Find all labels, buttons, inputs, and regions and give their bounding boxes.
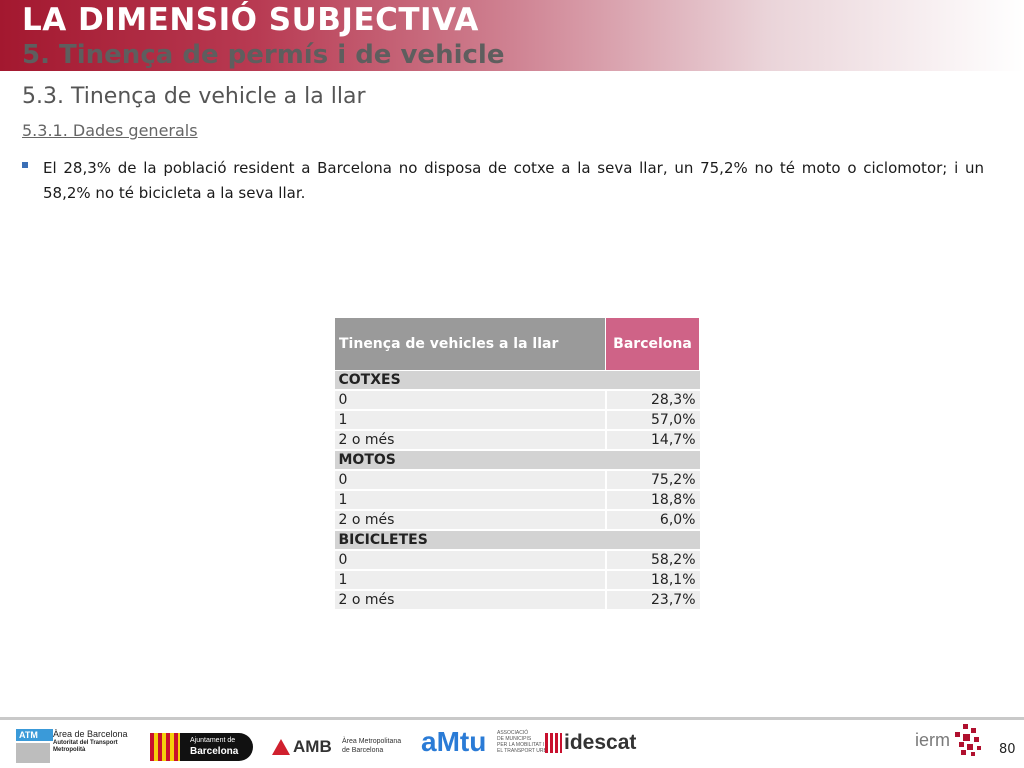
amb-triangle-icon [272,739,290,755]
row-label: 1 [334,410,606,431]
table-header-row: Tinença de vehicles a la llar Barcelona [334,317,700,371]
row-value: 75,2% [604,470,700,491]
table-row: 2 o més 14,7% [334,430,700,451]
amtu-line2: DE MUNICIPIS [497,736,532,742]
iermb-name: ierm [915,730,950,750]
amb-name: AMB [293,737,332,756]
row-label: 2 o més [334,590,606,611]
table-row: 2 o més 6,0% [334,510,700,531]
table-row: 0 28,3% [334,390,700,411]
row-label: 0 [334,550,606,571]
table-header-category: Tinença de vehicles a la llar [334,317,606,371]
table-row: 1 18,1% [334,570,700,591]
row-label: 2 o més [334,430,606,451]
row-value: 6,0% [604,510,700,531]
table-row: 2 o més 23,7% [334,590,700,611]
table-row: 1 18,8% [334,490,700,511]
row-value: 23,7% [604,590,700,611]
table-group-row: COTXES [334,370,700,391]
group-label: COTXES [334,370,700,391]
page-number: 80 [999,742,1016,757]
amtu-line3: PER LA MOBILITAT I [497,742,545,748]
table-header-barcelona: Barcelona [605,317,700,371]
page-title: LA DIMENSIÓ SUBJECTIVA [22,2,479,38]
idescat-name: idescat [564,731,637,754]
table-row: 0 58,2% [334,550,700,571]
vehicle-table-container: Tinença de vehicles a la llar Barcelona … [334,317,700,611]
amb-line1: Àrea Metropolitana [342,738,402,745]
amtu-logo: aMtu ASSOCIACIÓ DE MUNICIPIS PER LA MOBI… [421,724,550,762]
page-subtitle: 5. Tinença de permís i de vehicle [22,40,505,70]
row-label: 1 [334,490,606,511]
idescat-bars-icon [545,733,562,753]
iermb-logo: ierm [915,724,985,758]
row-value: 18,8% [604,490,700,511]
atm-line1: Àrea de Barcelona [53,729,128,739]
group-label: MOTOS [334,450,700,471]
amtu-line1: ASSOCIACIÓ [497,730,529,736]
section-title: 5.3. Tinença de vehicle a la llar [22,84,366,109]
bullet-text: El 28,3% de la població resident a Barce… [43,159,984,202]
atm-logo: ATM Àrea de Barcelona Autoritat del Tran… [16,729,128,763]
row-value: 57,0% [604,410,700,431]
ajuntament-logo: Ajuntament de Barcelona [150,733,253,761]
atm-line3: Metropolità [53,747,86,753]
atm-line2: Autoritat del Transport [53,740,118,746]
table-row: 1 57,0% [334,410,700,431]
ajuntament-shield-icon [150,733,180,761]
row-value: 14,7% [604,430,700,451]
table-row: 0 75,2% [334,470,700,491]
footer-divider [0,717,1024,720]
amtu-name: aMtu [421,726,487,757]
subsection-link[interactable]: 5.3.1. Dades generals [22,121,198,140]
group-label: BICICLETES [334,530,700,551]
row-value: 28,3% [604,390,700,411]
ajuntament-line2: Barcelona [190,746,239,757]
atm-badge: ATM [16,729,53,741]
row-value: 18,1% [604,570,700,591]
row-label: 1 [334,570,606,591]
header-band [0,0,1024,71]
table-group-row: BICICLETES [334,530,700,551]
row-label: 0 [334,390,606,411]
iermb-dots-icon [955,724,981,756]
ajuntament-line1: Ajuntament de [190,737,236,744]
square-bullet-icon [22,162,28,168]
bullet-item: El 28,3% de la població resident a Barce… [22,156,984,206]
row-label: 0 [334,470,606,491]
vehicle-table: Tinença de vehicles a la llar Barcelona … [334,317,700,611]
row-value: 58,2% [604,550,700,571]
atm-block [16,743,50,763]
amb-line2: de Barcelona [342,747,384,754]
amtu-line4: EL TRANSPORT URBÀ [497,748,551,754]
row-label: 2 o més [334,510,606,531]
idescat-logo: idescat [545,731,650,757]
amb-logo: AMB Àrea Metropolitana de Barcelona [272,736,402,760]
table-group-row: MOTOS [334,450,700,471]
